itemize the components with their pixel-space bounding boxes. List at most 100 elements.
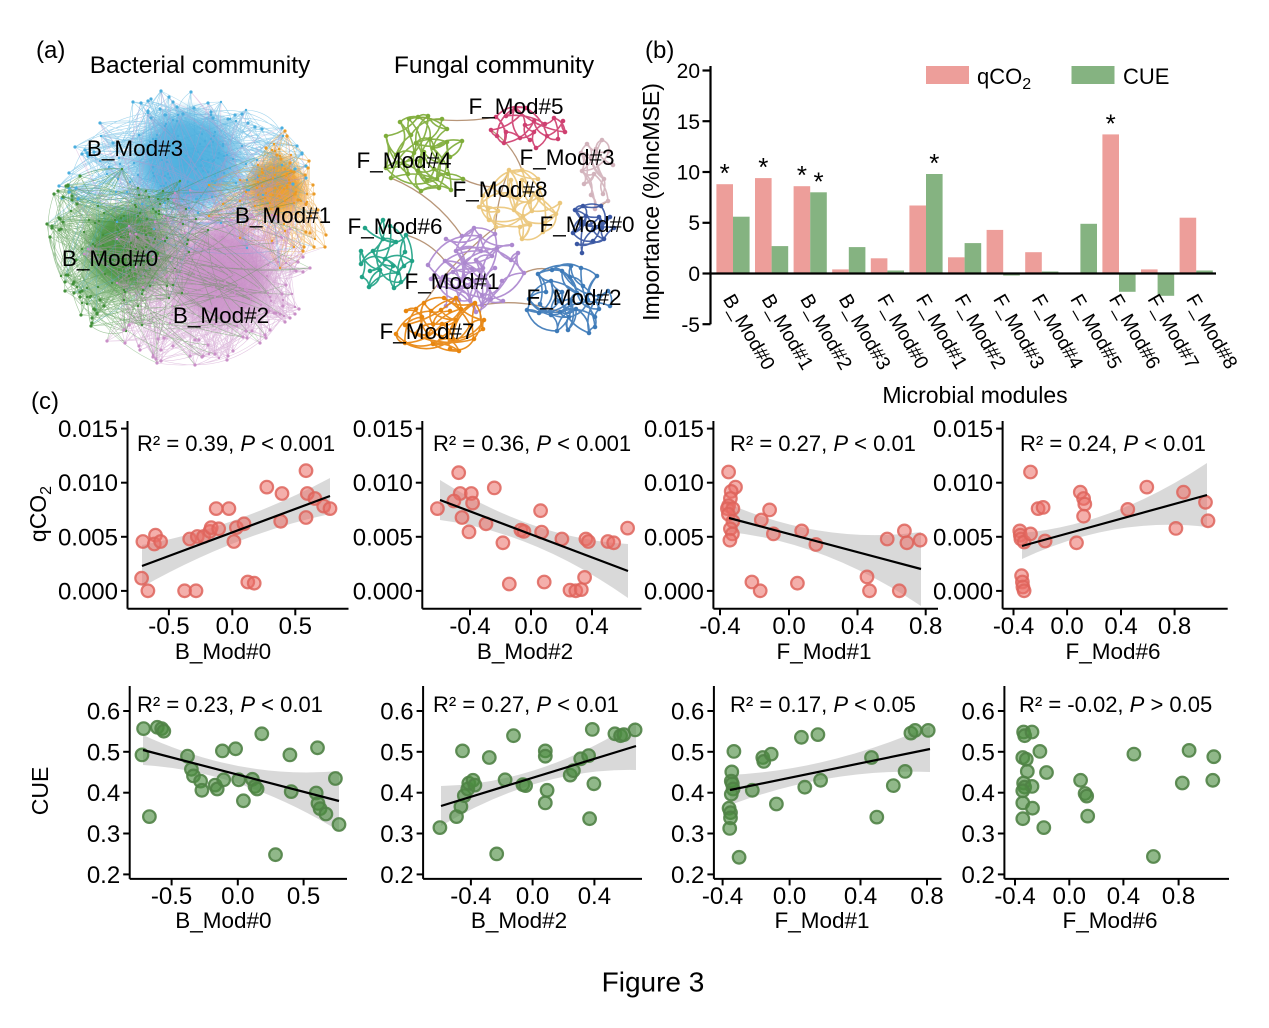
- svg-text:F_Mod#1: F_Mod#1: [776, 639, 871, 664]
- svg-text:0.0: 0.0: [773, 883, 806, 910]
- svg-text:qCO2: qCO2: [977, 64, 1031, 93]
- svg-text:0.4: 0.4: [1107, 883, 1140, 910]
- svg-text:Bacterial community: Bacterial community: [90, 52, 311, 79]
- svg-text:0.005: 0.005: [933, 524, 993, 551]
- svg-text:0.4: 0.4: [841, 613, 874, 640]
- svg-text:0.6: 0.6: [87, 699, 120, 726]
- svg-text:0.010: 0.010: [933, 470, 993, 497]
- svg-text:0.3: 0.3: [87, 821, 120, 848]
- svg-text:0.000: 0.000: [353, 578, 413, 605]
- svg-text:*: *: [720, 158, 730, 188]
- svg-text:F_Mod#1: F_Mod#1: [404, 269, 499, 294]
- svg-text:0.3: 0.3: [962, 821, 995, 848]
- svg-text:B_Mod#3: B_Mod#3: [87, 136, 183, 161]
- svg-text:F_Mod#8: F_Mod#8: [452, 177, 547, 202]
- svg-text:0.015: 0.015: [353, 416, 413, 443]
- svg-text:0.015: 0.015: [644, 416, 704, 443]
- svg-text:B_Mod#1: B_Mod#1: [235, 203, 331, 228]
- svg-text:-5: -5: [681, 314, 700, 337]
- svg-text:CUE: CUE: [1123, 64, 1169, 89]
- svg-text:15: 15: [677, 111, 700, 134]
- svg-text:0.8: 0.8: [1158, 613, 1191, 640]
- svg-text:0.8: 0.8: [1162, 883, 1195, 910]
- svg-text:0.5: 0.5: [380, 739, 413, 766]
- svg-text:CUE: CUE: [27, 767, 53, 816]
- svg-text:-0.4: -0.4: [994, 883, 1035, 910]
- svg-text:(c): (c): [31, 388, 59, 415]
- svg-text:F_Mod#1: F_Mod#1: [774, 908, 869, 933]
- svg-text:10: 10: [677, 162, 700, 185]
- svg-text:B_Mod#0: B_Mod#0: [62, 246, 158, 271]
- svg-text:*: *: [929, 148, 939, 178]
- svg-text:*: *: [758, 152, 768, 182]
- svg-text:(a): (a): [36, 37, 65, 64]
- svg-text:-0.5: -0.5: [151, 883, 192, 910]
- svg-text:Figure 3: Figure 3: [602, 967, 705, 998]
- svg-text:0.4: 0.4: [844, 883, 877, 910]
- svg-text:R² = -0.02, P > 0.05: R² = -0.02, P > 0.05: [1019, 692, 1212, 717]
- svg-text:R² = 0.23, P < 0.01: R² = 0.23, P < 0.01: [137, 692, 323, 717]
- svg-text:qCO2: qCO2: [25, 486, 55, 542]
- svg-text:(b): (b): [645, 37, 674, 64]
- svg-text:R² = 0.36, P < 0.001: R² = 0.36, P < 0.001: [433, 431, 631, 456]
- svg-text:Importance (%IncMSE): Importance (%IncMSE): [638, 83, 664, 321]
- svg-text:B_Mod#0: B_Mod#0: [175, 639, 271, 664]
- svg-text:0.005: 0.005: [353, 524, 413, 551]
- svg-text:0.015: 0.015: [58, 416, 118, 443]
- svg-text:0.015: 0.015: [933, 416, 993, 443]
- svg-text:-0.4: -0.4: [993, 613, 1034, 640]
- svg-text:0.010: 0.010: [58, 470, 118, 497]
- svg-text:5: 5: [688, 212, 700, 235]
- svg-text:0.4: 0.4: [575, 613, 608, 640]
- svg-text:-0.5: -0.5: [148, 613, 189, 640]
- svg-text:-0.4: -0.4: [702, 883, 743, 910]
- svg-text:0.0: 0.0: [514, 613, 547, 640]
- svg-text:0.6: 0.6: [380, 699, 413, 726]
- svg-text:0.005: 0.005: [58, 524, 118, 551]
- svg-text:*: *: [813, 166, 823, 196]
- svg-text:F_Mod#2: F_Mod#2: [526, 285, 621, 310]
- svg-text:0.0: 0.0: [772, 613, 805, 640]
- svg-text:0.2: 0.2: [87, 862, 120, 889]
- svg-text:0.0: 0.0: [221, 883, 254, 910]
- svg-text:-0.4: -0.4: [449, 613, 490, 640]
- svg-text:F_Mod#6: F_Mod#6: [1062, 908, 1157, 933]
- svg-text:F_Mod#3: F_Mod#3: [519, 145, 614, 170]
- svg-text:0.2: 0.2: [671, 862, 704, 889]
- svg-text:F_Mod#6: F_Mod#6: [1065, 639, 1160, 664]
- svg-text:0.4: 0.4: [671, 780, 704, 807]
- svg-text:0.2: 0.2: [380, 862, 413, 889]
- svg-text:0.5: 0.5: [279, 613, 312, 640]
- svg-text:0.010: 0.010: [353, 470, 413, 497]
- svg-text:0.2: 0.2: [962, 862, 995, 889]
- svg-text:0.4: 0.4: [380, 780, 413, 807]
- svg-text:Microbial modules: Microbial modules: [882, 382, 1067, 408]
- svg-text:-0.4: -0.4: [450, 883, 491, 910]
- svg-text:0.5: 0.5: [962, 739, 995, 766]
- svg-text:B_Mod#2: B_Mod#2: [471, 908, 567, 933]
- svg-text:F_Mod#7: F_Mod#7: [379, 319, 474, 344]
- svg-text:0.005: 0.005: [644, 524, 704, 551]
- svg-text:0.8: 0.8: [909, 613, 942, 640]
- svg-text:0.0: 0.0: [1050, 613, 1083, 640]
- svg-text:F_Mod#0: F_Mod#0: [539, 212, 634, 237]
- svg-text:0.0: 0.0: [516, 883, 549, 910]
- svg-text:0.8: 0.8: [910, 883, 943, 910]
- svg-text:*: *: [1106, 108, 1116, 138]
- svg-text:0.5: 0.5: [87, 739, 120, 766]
- svg-text:0.000: 0.000: [933, 578, 993, 605]
- svg-text:F_Mod#5: F_Mod#5: [468, 94, 563, 119]
- svg-text:0.0: 0.0: [216, 613, 249, 640]
- svg-text:R² = 0.27, P < 0.01: R² = 0.27, P < 0.01: [730, 431, 916, 456]
- svg-text:0.6: 0.6: [671, 699, 704, 726]
- svg-text:-0.4: -0.4: [699, 613, 740, 640]
- svg-text:B_Mod#2: B_Mod#2: [173, 303, 269, 328]
- svg-text:0.000: 0.000: [644, 578, 704, 605]
- svg-text:0.3: 0.3: [671, 821, 704, 848]
- svg-text:0.5: 0.5: [287, 883, 320, 910]
- svg-text:0: 0: [688, 263, 700, 286]
- svg-text:0.4: 0.4: [962, 780, 995, 807]
- svg-text:R² = 0.39, P < 0.001: R² = 0.39, P < 0.001: [137, 431, 335, 456]
- svg-text:Fungal community: Fungal community: [394, 52, 595, 79]
- svg-text:0.4: 0.4: [87, 780, 120, 807]
